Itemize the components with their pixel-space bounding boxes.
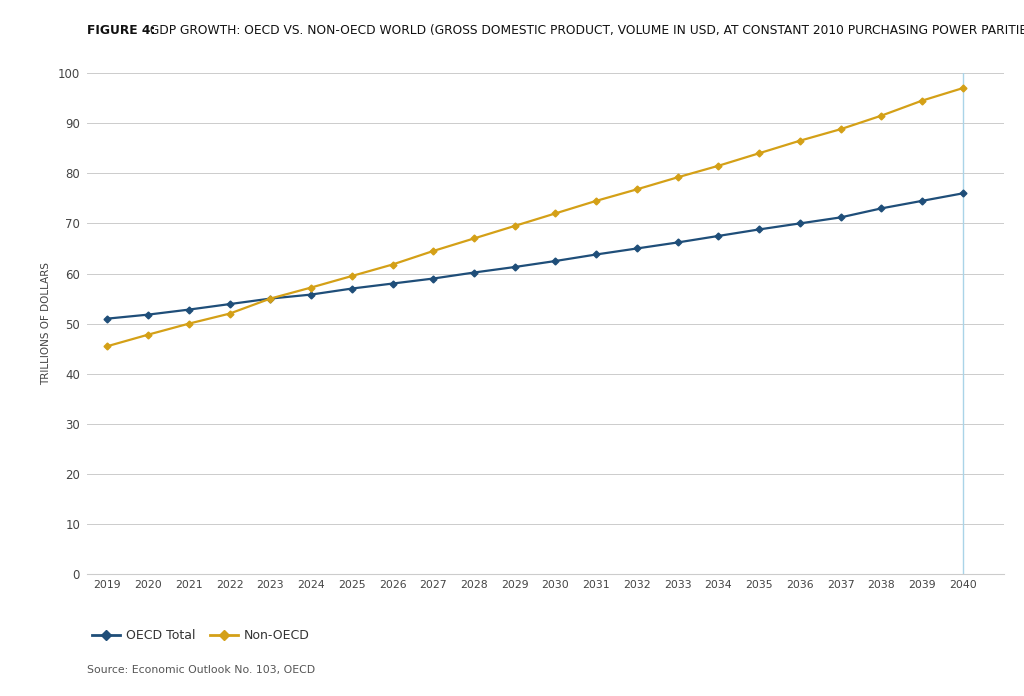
- Legend: OECD Total, Non-OECD: OECD Total, Non-OECD: [87, 624, 315, 647]
- Text: Source: Economic Outlook No. 103, OECD: Source: Economic Outlook No. 103, OECD: [87, 665, 315, 674]
- Non-OECD: [346, 272, 358, 280]
- Non-OECD: [182, 319, 195, 328]
- Line: Non-OECD: Non-OECD: [105, 86, 966, 349]
- OECD Total: [956, 189, 969, 198]
- OECD Total: [631, 244, 643, 253]
- Non-OECD: [386, 260, 398, 269]
- OECD Total: [223, 300, 236, 308]
- OECD Total: [549, 257, 561, 265]
- Non-OECD: [590, 197, 602, 205]
- Non-OECD: [753, 149, 765, 157]
- OECD Total: [346, 285, 358, 293]
- OECD Total: [672, 238, 684, 246]
- Non-OECD: [509, 222, 521, 230]
- Text: GDP GROWTH: OECD VS. NON-OECD WORLD (GROSS DOMESTIC PRODUCT, VOLUME IN USD, AT C: GDP GROWTH: OECD VS. NON-OECD WORLD (GRO…: [146, 24, 1024, 38]
- Line: OECD Total: OECD Total: [105, 191, 966, 321]
- OECD Total: [509, 263, 521, 271]
- OECD Total: [386, 279, 398, 287]
- Non-OECD: [794, 136, 806, 145]
- Non-OECD: [427, 247, 439, 255]
- OECD Total: [794, 219, 806, 228]
- Non-OECD: [101, 342, 114, 350]
- Non-OECD: [631, 185, 643, 193]
- OECD Total: [264, 294, 276, 303]
- OECD Total: [142, 310, 155, 319]
- OECD Total: [915, 197, 928, 205]
- OECD Total: [590, 251, 602, 259]
- Text: FIGURE 4:: FIGURE 4:: [87, 24, 156, 38]
- OECD Total: [876, 204, 888, 212]
- Y-axis label: TRILLIONS OF DOLLARS: TRILLIONS OF DOLLARS: [41, 262, 51, 385]
- Non-OECD: [549, 209, 561, 218]
- Non-OECD: [876, 111, 888, 120]
- Non-OECD: [956, 84, 969, 93]
- OECD Total: [835, 213, 847, 221]
- OECD Total: [713, 232, 725, 240]
- OECD Total: [305, 290, 317, 299]
- Non-OECD: [468, 235, 480, 243]
- Non-OECD: [835, 125, 847, 134]
- Non-OECD: [672, 173, 684, 182]
- OECD Total: [427, 274, 439, 283]
- Non-OECD: [713, 161, 725, 170]
- OECD Total: [101, 315, 114, 323]
- Non-OECD: [264, 294, 276, 303]
- OECD Total: [468, 269, 480, 277]
- Non-OECD: [142, 331, 155, 339]
- OECD Total: [182, 306, 195, 314]
- Non-OECD: [915, 97, 928, 105]
- OECD Total: [753, 226, 765, 234]
- Non-OECD: [305, 283, 317, 292]
- Non-OECD: [223, 310, 236, 318]
